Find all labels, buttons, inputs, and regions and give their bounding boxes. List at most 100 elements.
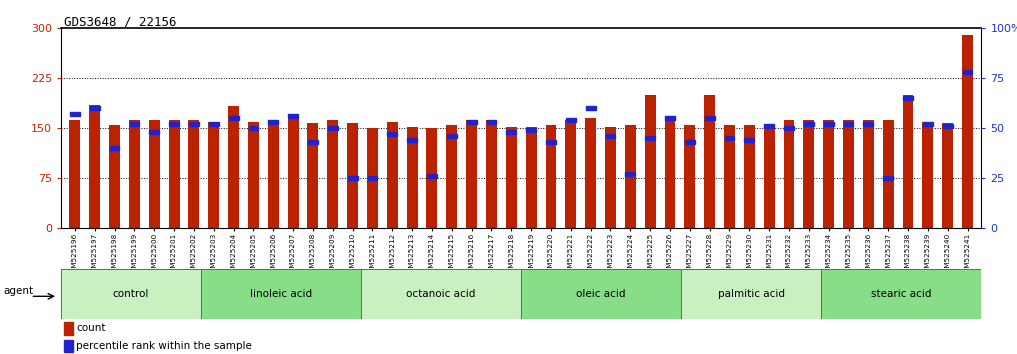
Bar	[605, 127, 616, 228]
Bar	[189, 122, 199, 126]
Bar	[149, 130, 159, 134]
Bar	[586, 106, 596, 110]
Bar	[70, 112, 79, 116]
Bar	[784, 126, 794, 130]
Bar	[743, 125, 755, 228]
Bar	[902, 95, 913, 228]
Bar	[466, 120, 477, 228]
Bar	[903, 96, 913, 100]
Bar	[923, 122, 933, 126]
Bar	[526, 129, 536, 132]
Bar	[942, 123, 953, 228]
Bar	[822, 269, 981, 319]
Bar	[407, 138, 417, 142]
Bar	[228, 106, 239, 228]
Bar	[327, 120, 339, 228]
Bar	[645, 136, 655, 140]
Bar	[110, 146, 119, 150]
Bar	[387, 132, 398, 136]
Bar	[803, 122, 814, 126]
Bar	[665, 116, 675, 120]
Text: agent: agent	[3, 286, 34, 296]
Bar	[884, 176, 893, 180]
Bar	[962, 35, 973, 228]
Bar	[426, 129, 437, 228]
Bar	[188, 120, 199, 228]
Bar	[248, 122, 259, 228]
Bar	[407, 127, 418, 228]
Bar	[446, 134, 457, 138]
Bar	[963, 70, 972, 74]
Bar	[684, 140, 695, 144]
Bar	[684, 125, 696, 228]
Bar	[486, 120, 497, 228]
Bar	[89, 105, 101, 228]
Bar	[208, 122, 220, 228]
Bar	[545, 125, 556, 228]
Bar	[169, 120, 180, 228]
Text: percentile rank within the sample: percentile rank within the sample	[76, 341, 252, 351]
Bar	[546, 140, 556, 144]
Text: stearic acid: stearic acid	[872, 289, 932, 299]
Bar	[705, 116, 715, 120]
Bar	[367, 176, 377, 180]
Text: linoleic acid: linoleic acid	[250, 289, 312, 299]
Bar	[862, 120, 874, 228]
Bar	[361, 269, 522, 319]
Bar	[664, 120, 675, 228]
Bar	[943, 124, 953, 129]
Bar	[681, 269, 822, 319]
Bar	[645, 95, 656, 228]
Bar	[863, 122, 874, 126]
Bar	[63, 340, 73, 352]
Bar	[248, 126, 258, 130]
Bar	[268, 120, 279, 124]
Text: control: control	[113, 289, 149, 299]
Bar	[744, 138, 755, 142]
Bar	[724, 125, 735, 228]
Bar	[624, 125, 636, 228]
Text: octanoic acid: octanoic acid	[407, 289, 476, 299]
Bar	[625, 172, 636, 176]
Bar	[129, 122, 139, 126]
Bar	[148, 120, 160, 228]
Bar	[201, 269, 361, 319]
Bar	[565, 118, 576, 122]
Bar	[585, 118, 596, 228]
Bar	[169, 122, 179, 126]
Bar	[704, 95, 715, 228]
Bar	[843, 120, 854, 228]
Bar	[522, 269, 681, 319]
Bar	[446, 125, 458, 228]
Bar	[803, 120, 815, 228]
Bar	[307, 123, 318, 228]
Bar	[824, 122, 834, 126]
Bar	[764, 126, 775, 228]
Bar	[783, 120, 794, 228]
Bar	[565, 120, 577, 228]
Bar	[89, 106, 100, 110]
Bar	[69, 120, 80, 228]
Bar	[308, 140, 318, 144]
Text: GDS3648 / 22156: GDS3648 / 22156	[64, 16, 177, 29]
Bar	[367, 129, 378, 228]
Bar	[61, 269, 201, 319]
Text: palmitic acid: palmitic acid	[718, 289, 785, 299]
Bar	[764, 124, 774, 129]
Bar	[467, 120, 477, 124]
Bar	[288, 115, 299, 228]
Text: count: count	[76, 323, 106, 333]
Bar	[843, 122, 853, 126]
Bar	[526, 127, 537, 228]
Bar	[348, 176, 358, 180]
Bar	[505, 127, 517, 228]
Bar	[63, 322, 73, 335]
Bar	[922, 122, 934, 228]
Bar	[883, 120, 894, 228]
Bar	[347, 123, 358, 228]
Bar	[486, 120, 496, 124]
Bar	[506, 130, 517, 134]
Bar	[823, 120, 834, 228]
Bar	[327, 126, 338, 130]
Bar	[229, 116, 239, 120]
